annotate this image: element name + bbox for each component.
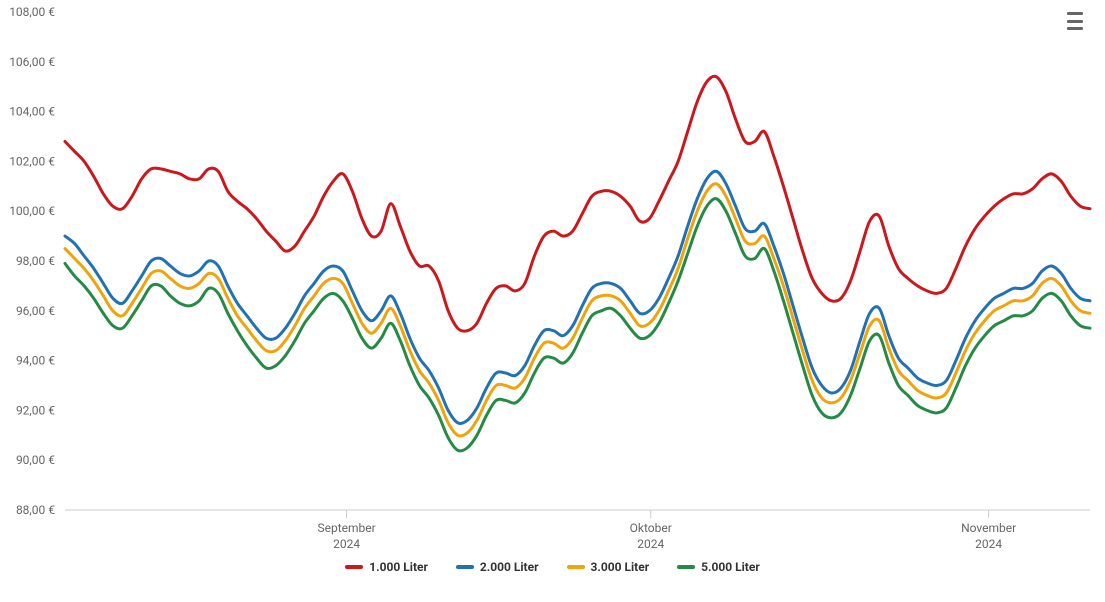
legend-swatch — [345, 565, 363, 569]
legend-swatch — [567, 565, 585, 569]
hamburger-menu-icon[interactable] — [1067, 10, 1087, 32]
x-axis-label: Oktober — [630, 521, 672, 535]
y-axis-label: 106,00 € — [9, 55, 55, 69]
y-axis-label: 94,00 € — [16, 354, 55, 368]
x-axis-label: 2024 — [333, 537, 360, 551]
y-axis-label: 90,00 € — [16, 453, 55, 467]
x-axis-label: 2024 — [637, 537, 664, 551]
x-axis-label: November — [961, 521, 1016, 535]
legend-label: 3.000 Liter — [591, 560, 650, 574]
series-line[interactable] — [65, 171, 1090, 423]
y-axis-label: 100,00 € — [9, 204, 55, 218]
y-axis-label: 102,00 € — [9, 154, 55, 168]
chart-canvas: 88,00 € 90,00 € 92,00 € 94,00 € 96,00 € 98,00… — [0, 0, 1105, 602]
y-axis-label: 98,00 € — [16, 254, 55, 268]
y-axis-label: 92,00 € — [16, 403, 55, 417]
series-line[interactable] — [65, 199, 1090, 451]
legend-label: 2.000 Liter — [480, 560, 539, 574]
y-axis-label: 88,00 € — [16, 503, 55, 517]
x-axis-label: 2024 — [975, 537, 1002, 551]
legend-item[interactable]: 5.000 Liter — [677, 560, 760, 574]
price-chart: 88,00 € 90,00 € 92,00 € 94,00 € 96,00 € 98,00… — [0, 0, 1105, 602]
legend-item[interactable]: 3.000 Liter — [567, 560, 650, 574]
y-axis-label: 96,00 € — [16, 304, 55, 318]
y-axis-label: 108,00 € — [9, 5, 55, 19]
legend-swatch — [677, 565, 695, 569]
y-axis-label: 104,00 € — [9, 105, 55, 119]
legend-label: 5.000 Liter — [701, 560, 760, 574]
legend-item[interactable]: 1.000 Liter — [345, 560, 428, 574]
x-axis-label: September — [317, 521, 375, 535]
legend-item[interactable]: 2.000 Liter — [456, 560, 539, 574]
chart-legend: 1.000 Liter 2.000 Liter 3.000 Liter 5.000 L… — [0, 560, 1105, 574]
legend-swatch — [456, 565, 474, 569]
legend-label: 1.000 Liter — [369, 560, 428, 574]
